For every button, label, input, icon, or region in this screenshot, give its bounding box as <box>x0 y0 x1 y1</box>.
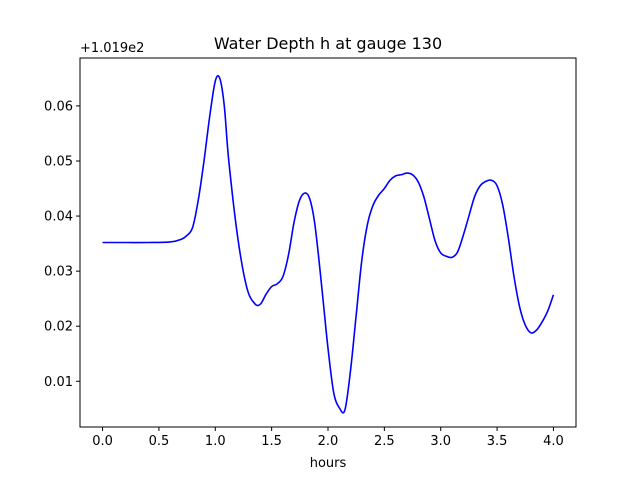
chart-title: Water Depth h at gauge 130 <box>214 34 442 53</box>
x-tick-label: 3.0 <box>430 434 451 449</box>
x-tick-label: 2.5 <box>374 434 395 449</box>
x-tick-label: 1.5 <box>261 434 282 449</box>
x-tick-label: 0.0 <box>92 434 113 449</box>
y-tick-label: 0.03 <box>44 265 73 280</box>
y-tick-label: 0.01 <box>44 375 73 390</box>
y-tick-label: 0.02 <box>44 320 73 335</box>
x-axis-label: hours <box>310 456 347 471</box>
x-axis: 0.0 0.5 1.0 1.5 2.0 2.5 3.0 3.5 4.0 <box>92 427 564 449</box>
x-tick-label: 3.5 <box>487 434 508 449</box>
y-axis: 0.01 0.02 0.03 0.04 0.05 0.06 <box>44 99 80 390</box>
y-tick-label: 0.06 <box>44 99 73 114</box>
x-tick-label: 0.5 <box>149 434 170 449</box>
x-tick-label: 2.0 <box>318 434 339 449</box>
y-axis-offset-text: +1.019e2 <box>80 41 144 56</box>
series-line <box>102 74 555 414</box>
plot-area <box>102 74 555 414</box>
y-tick-label: 0.05 <box>44 154 73 169</box>
x-tick-label: 4.0 <box>543 434 564 449</box>
x-tick-label: 1.0 <box>205 434 226 449</box>
y-tick-label: 0.04 <box>44 210 73 225</box>
